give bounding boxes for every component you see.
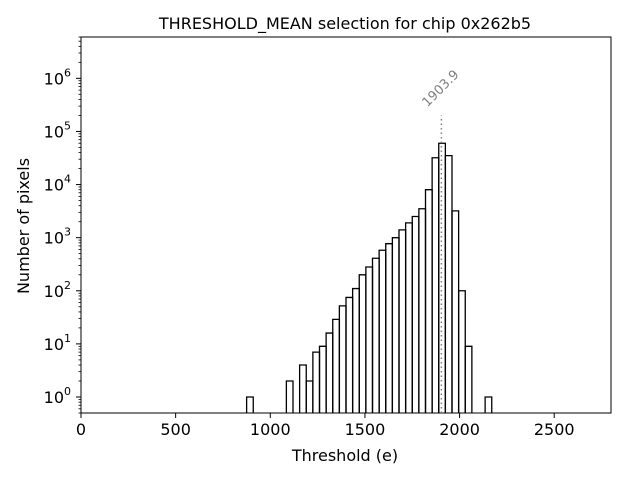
x-tick-label: 2000 — [439, 420, 480, 439]
histogram-bin — [285, 380, 294, 413]
y-tick-label: 100 — [44, 385, 71, 407]
x-tick-label: 1500 — [345, 420, 386, 439]
x-axis-label: Threshold (e) — [291, 446, 398, 465]
y-tick-label: 105 — [44, 119, 71, 141]
y-tick-label: 106 — [44, 66, 71, 88]
y-tick-label: 102 — [44, 279, 71, 301]
y-axis-label: Number of pixels — [14, 158, 33, 294]
y-tick-label: 103 — [44, 226, 71, 248]
histogram-bin — [484, 396, 493, 413]
histogram-bin — [464, 345, 473, 413]
plot-frame — [80, 36, 612, 414]
chart-title: THRESHOLD_MEAN selection for chip 0x262b… — [158, 14, 531, 34]
y-tick-label: 101 — [44, 332, 71, 354]
histogram-bin — [245, 396, 254, 413]
y-tick-label: 104 — [44, 173, 71, 195]
x-tick-label: 500 — [160, 420, 191, 439]
x-tick-label: 1000 — [250, 420, 291, 439]
x-tick-label: 0 — [76, 420, 86, 439]
x-tick-label: 2500 — [534, 420, 575, 439]
